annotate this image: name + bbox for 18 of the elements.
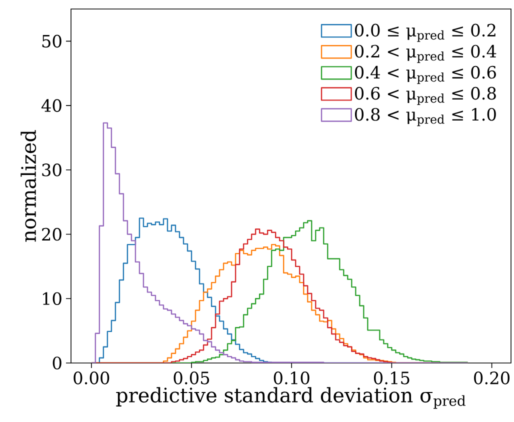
y-tick-label: 50 [42, 34, 62, 48]
x-axis-title: predictive standard deviation σ$_{pred}$ [116, 387, 466, 409]
y-tick-label: 30 [42, 163, 62, 176]
y-tick-label: 0 [52, 356, 62, 370]
legend-label: 0.0 ≤ μ$_{pred}$ ≤ 0.2 [354, 24, 496, 42]
y-tick-label: 10 [42, 292, 62, 306]
x-tick-label: 0.15 [374, 372, 410, 384]
legend-label: 0.2 < μ$_{pred}$ ≤ 0.4 [354, 44, 496, 63]
legend-label: 0.8 < μ$_{pred}$ ≤ 1.0 [354, 108, 496, 126]
x-tick-label: 0.00 [74, 372, 110, 384]
x-tick-label: 0.20 [474, 372, 510, 384]
legend-label: 0.4 < μ$_{pred}$ ≤ 0.6 [354, 66, 496, 84]
x-tick-label: 0.05 [174, 372, 210, 384]
legend-label: 0.6 < μ$_{pred}$ ≤ 0.8 [354, 86, 496, 106]
y-tick-label: 40 [41, 99, 62, 112]
y-tick-label: 20 [42, 228, 62, 241]
y-axis-title: normalized [20, 130, 36, 242]
x-tick-label: 0.10 [274, 372, 310, 384]
